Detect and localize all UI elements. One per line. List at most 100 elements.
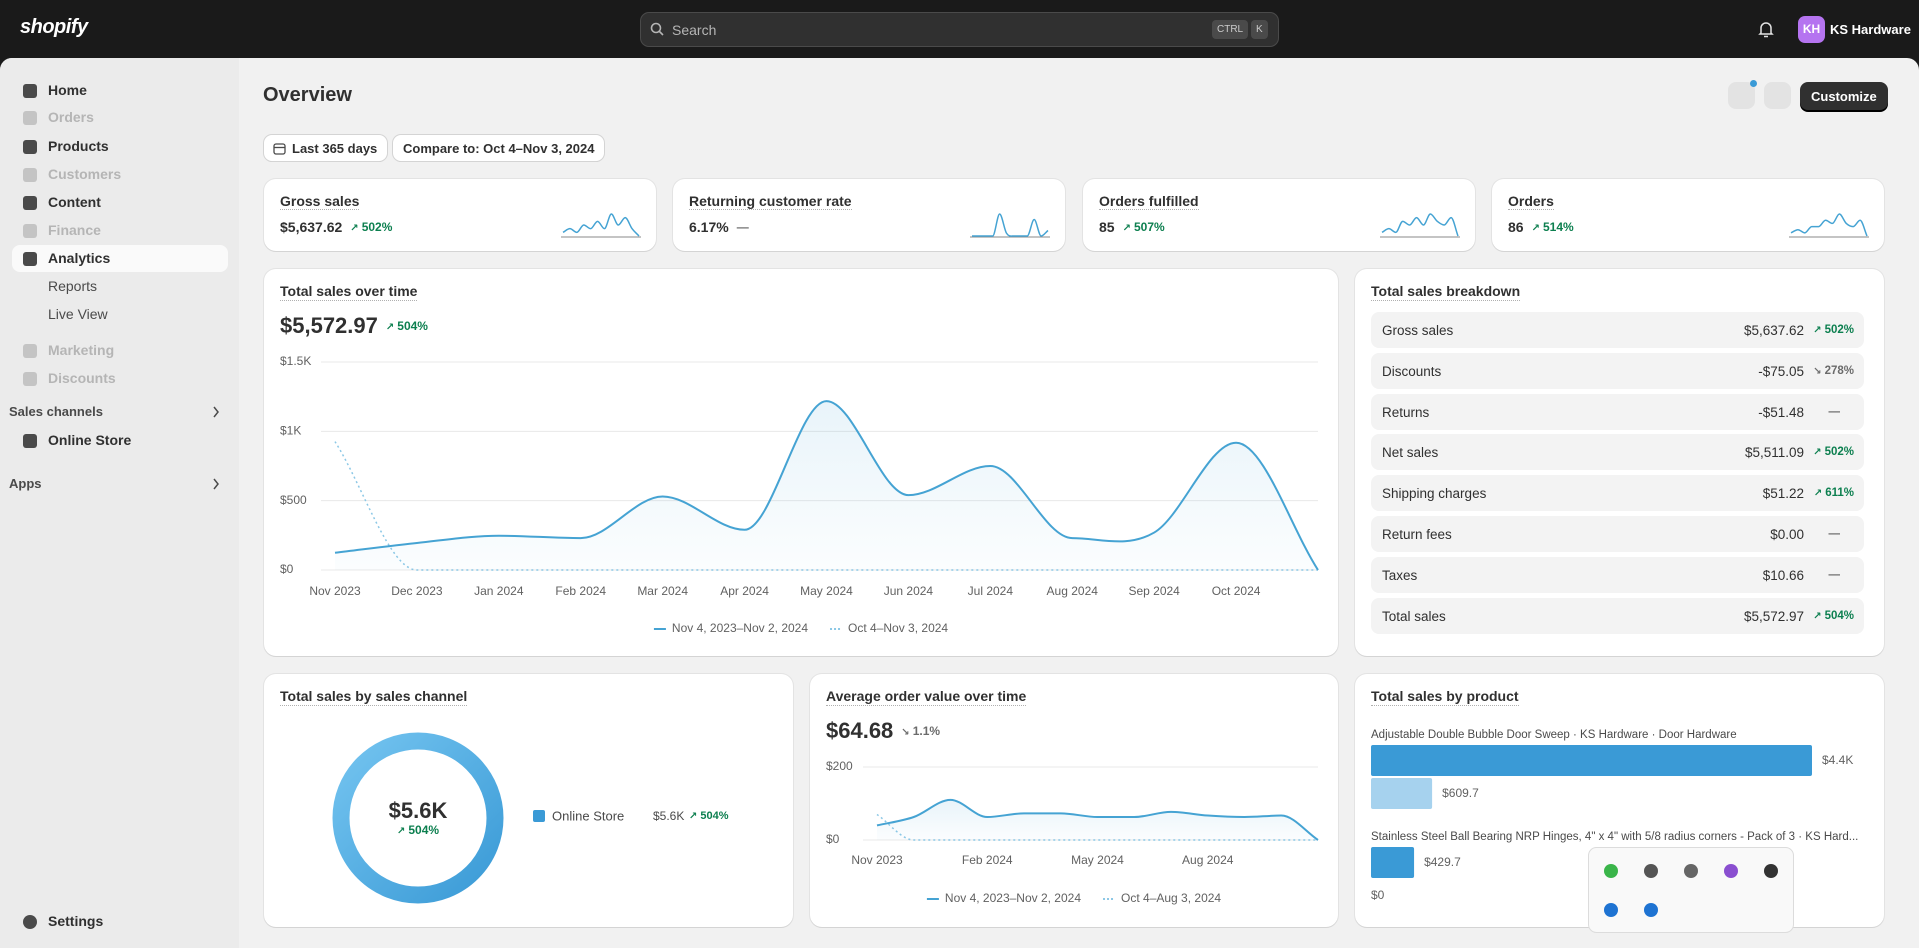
total-row: $64.68 1.1% <box>826 718 940 744</box>
nav-icon <box>23 252 37 266</box>
x-tick-label: Feb 2024 <box>555 584 606 598</box>
nav-icon <box>23 344 37 358</box>
nav-item[interactable]: Settings <box>48 913 104 929</box>
row-label: Total sales <box>1382 608 1446 624</box>
row-value: $0.00 <box>1770 527 1804 542</box>
category-label: Stainless Steel Ball Bearing NRP Hinges,… <box>1371 831 1858 843</box>
breakdown-row: Returns -$51.48 — <box>1371 393 1864 430</box>
tray-icon[interactable] <box>1684 864 1698 878</box>
nav-subitem[interactable]: Reports <box>48 278 98 294</box>
kpi-value-row: 6.17% — <box>689 219 749 235</box>
chart: Adjustable Double Bubble Door Sweep · KS… <box>1371 729 1858 902</box>
bar <box>1371 745 1812 776</box>
sparkline-line <box>562 213 640 237</box>
row-change: 611% <box>1814 487 1854 499</box>
search-box[interactable]: Search <box>640 12 1279 47</box>
kpi-value: 6.17% <box>689 219 729 235</box>
card-title: Total sales over time <box>280 283 418 301</box>
row-label: Taxes <box>1382 567 1418 583</box>
bar <box>1371 778 1433 809</box>
tray-icon[interactable] <box>1644 864 1658 878</box>
nav-icon <box>23 111 37 125</box>
search-icon <box>650 22 664 36</box>
legend: Nov 4, 2023–Nov 2, 2024 Oct 4–Nov 3, 2024 <box>653 621 948 635</box>
expand-button[interactable] <box>1764 82 1791 109</box>
chevron-path <box>213 478 219 490</box>
section-label[interactable]: Apps <box>9 476 42 491</box>
sparkline <box>1380 213 1460 238</box>
chevron[interactable] <box>212 478 220 490</box>
nav-icon <box>23 372 37 386</box>
chart-card: Online Store $5.6K Total sales by sales ch… <box>264 674 793 927</box>
legend-label: Nov 4, 2023–Nov 2, 2024 <box>945 891 1081 905</box>
row-change: — <box>1828 528 1841 540</box>
chevron[interactable] <box>212 406 220 418</box>
nav-item[interactable]: Home <box>48 82 87 98</box>
x-tick-label: Sep 2024 <box>1128 584 1180 598</box>
compare-button[interactable]: Compare to: Oct 4–Nov 3, 2024 <box>393 135 605 161</box>
nav-subitem[interactable]: Live View <box>48 306 108 322</box>
row-value: $5,637.62 <box>1743 323 1804 338</box>
card-title: Total sales by sales channel <box>280 688 468 706</box>
y-tick-label: $1K <box>280 424 301 438</box>
legend-value: $5.6K <box>653 809 684 823</box>
kpi-value-row: 86 514% <box>1508 219 1574 235</box>
tray-icon[interactable] <box>1604 903 1618 917</box>
tray-icon[interactable] <box>1764 864 1778 878</box>
kpi-card[interactable]: Returning customer rate 6.17% — <box>673 179 1065 251</box>
icon-button[interactable] <box>1728 82 1755 109</box>
tray-icon[interactable] <box>1604 864 1618 878</box>
y-tick-label: $1.5K <box>280 354 311 368</box>
sparkline-line <box>971 213 1049 237</box>
section-label[interactable]: Sales channels <box>9 404 103 419</box>
change: — <box>736 220 749 234</box>
system-tray <box>1588 847 1794 933</box>
row-change: — <box>1828 568 1841 581</box>
tray-icon[interactable] <box>1644 903 1658 917</box>
kpi-value: 85 <box>1099 219 1115 235</box>
x-tick-label: Jul 2024 <box>968 584 1014 598</box>
nav-item[interactable]: Online Store <box>48 432 132 448</box>
breakdown-row: Net sales $5,511.09 502% <box>1371 434 1864 471</box>
change: 507% <box>1123 220 1165 234</box>
nav-icon <box>23 84 37 98</box>
bell-icon[interactable] <box>1758 21 1774 38</box>
x-tick-label: Nov 2023 <box>309 584 361 598</box>
donut-segment <box>332 732 504 904</box>
kpi-card[interactable]: Orders fulfilled 85 507% <box>1083 179 1475 251</box>
row-change: — <box>1828 405 1841 418</box>
nav-item[interactable]: Products <box>48 138 109 154</box>
value-label: $429.7 <box>1424 855 1461 869</box>
store-name[interactable]: KS Hardware <box>1830 22 1911 37</box>
breakdown-row: Shipping charges $51.22 611% <box>1371 475 1864 512</box>
legend-label: Nov 4, 2023–Nov 2, 2024 <box>672 621 808 635</box>
kpi-card[interactable]: Orders 86 514% <box>1492 179 1884 251</box>
chart: $0 $500 $1K $1.5K Nov 2023 Dec 2023 Jan 2024 Fe… <box>280 354 1319 635</box>
avatar[interactable]: KH <box>1798 16 1825 43</box>
sparkline <box>1789 213 1869 238</box>
legend-label: Oct 4–Nov 3, 2024 <box>848 621 948 635</box>
nav-item[interactable]: Analytics <box>48 250 111 266</box>
row-value: $10.66 <box>1762 567 1804 583</box>
breakdown-row: Total sales $5,572.97 504% <box>1371 597 1864 634</box>
kpi-card[interactable]: Gross sales $5,637.62 502% <box>264 179 656 251</box>
x-tick-label: Nov 2023 <box>851 853 903 867</box>
nav-item: Discounts <box>48 370 116 386</box>
sparkline <box>970 213 1050 238</box>
y-tick-label: $0 <box>826 832 840 846</box>
customize-button[interactable]: Customize <box>1800 82 1888 110</box>
brand[interactable]: shopify <box>20 16 88 38</box>
row-value: $5,511.09 <box>1744 445 1804 461</box>
row-label: Net sales <box>1382 445 1439 461</box>
row-value: -$51.48 <box>1758 404 1804 420</box>
date-range-button[interactable]: Last 365 days <box>264 135 388 161</box>
legend-label: Oct 4–Aug 3, 2024 <box>1121 891 1221 905</box>
kpi-label: Orders fulfilled <box>1099 193 1199 210</box>
sidebar: Home Orders Products Customers Content Financ… <box>0 58 239 948</box>
nav-icon <box>23 168 37 182</box>
nav-item[interactable]: Content <box>48 194 101 210</box>
tray-icon[interactable] <box>1724 864 1738 878</box>
row-label: Return fees <box>1382 527 1452 542</box>
calendar-icon <box>273 143 286 155</box>
row-value: $51.22 <box>1762 486 1804 502</box>
